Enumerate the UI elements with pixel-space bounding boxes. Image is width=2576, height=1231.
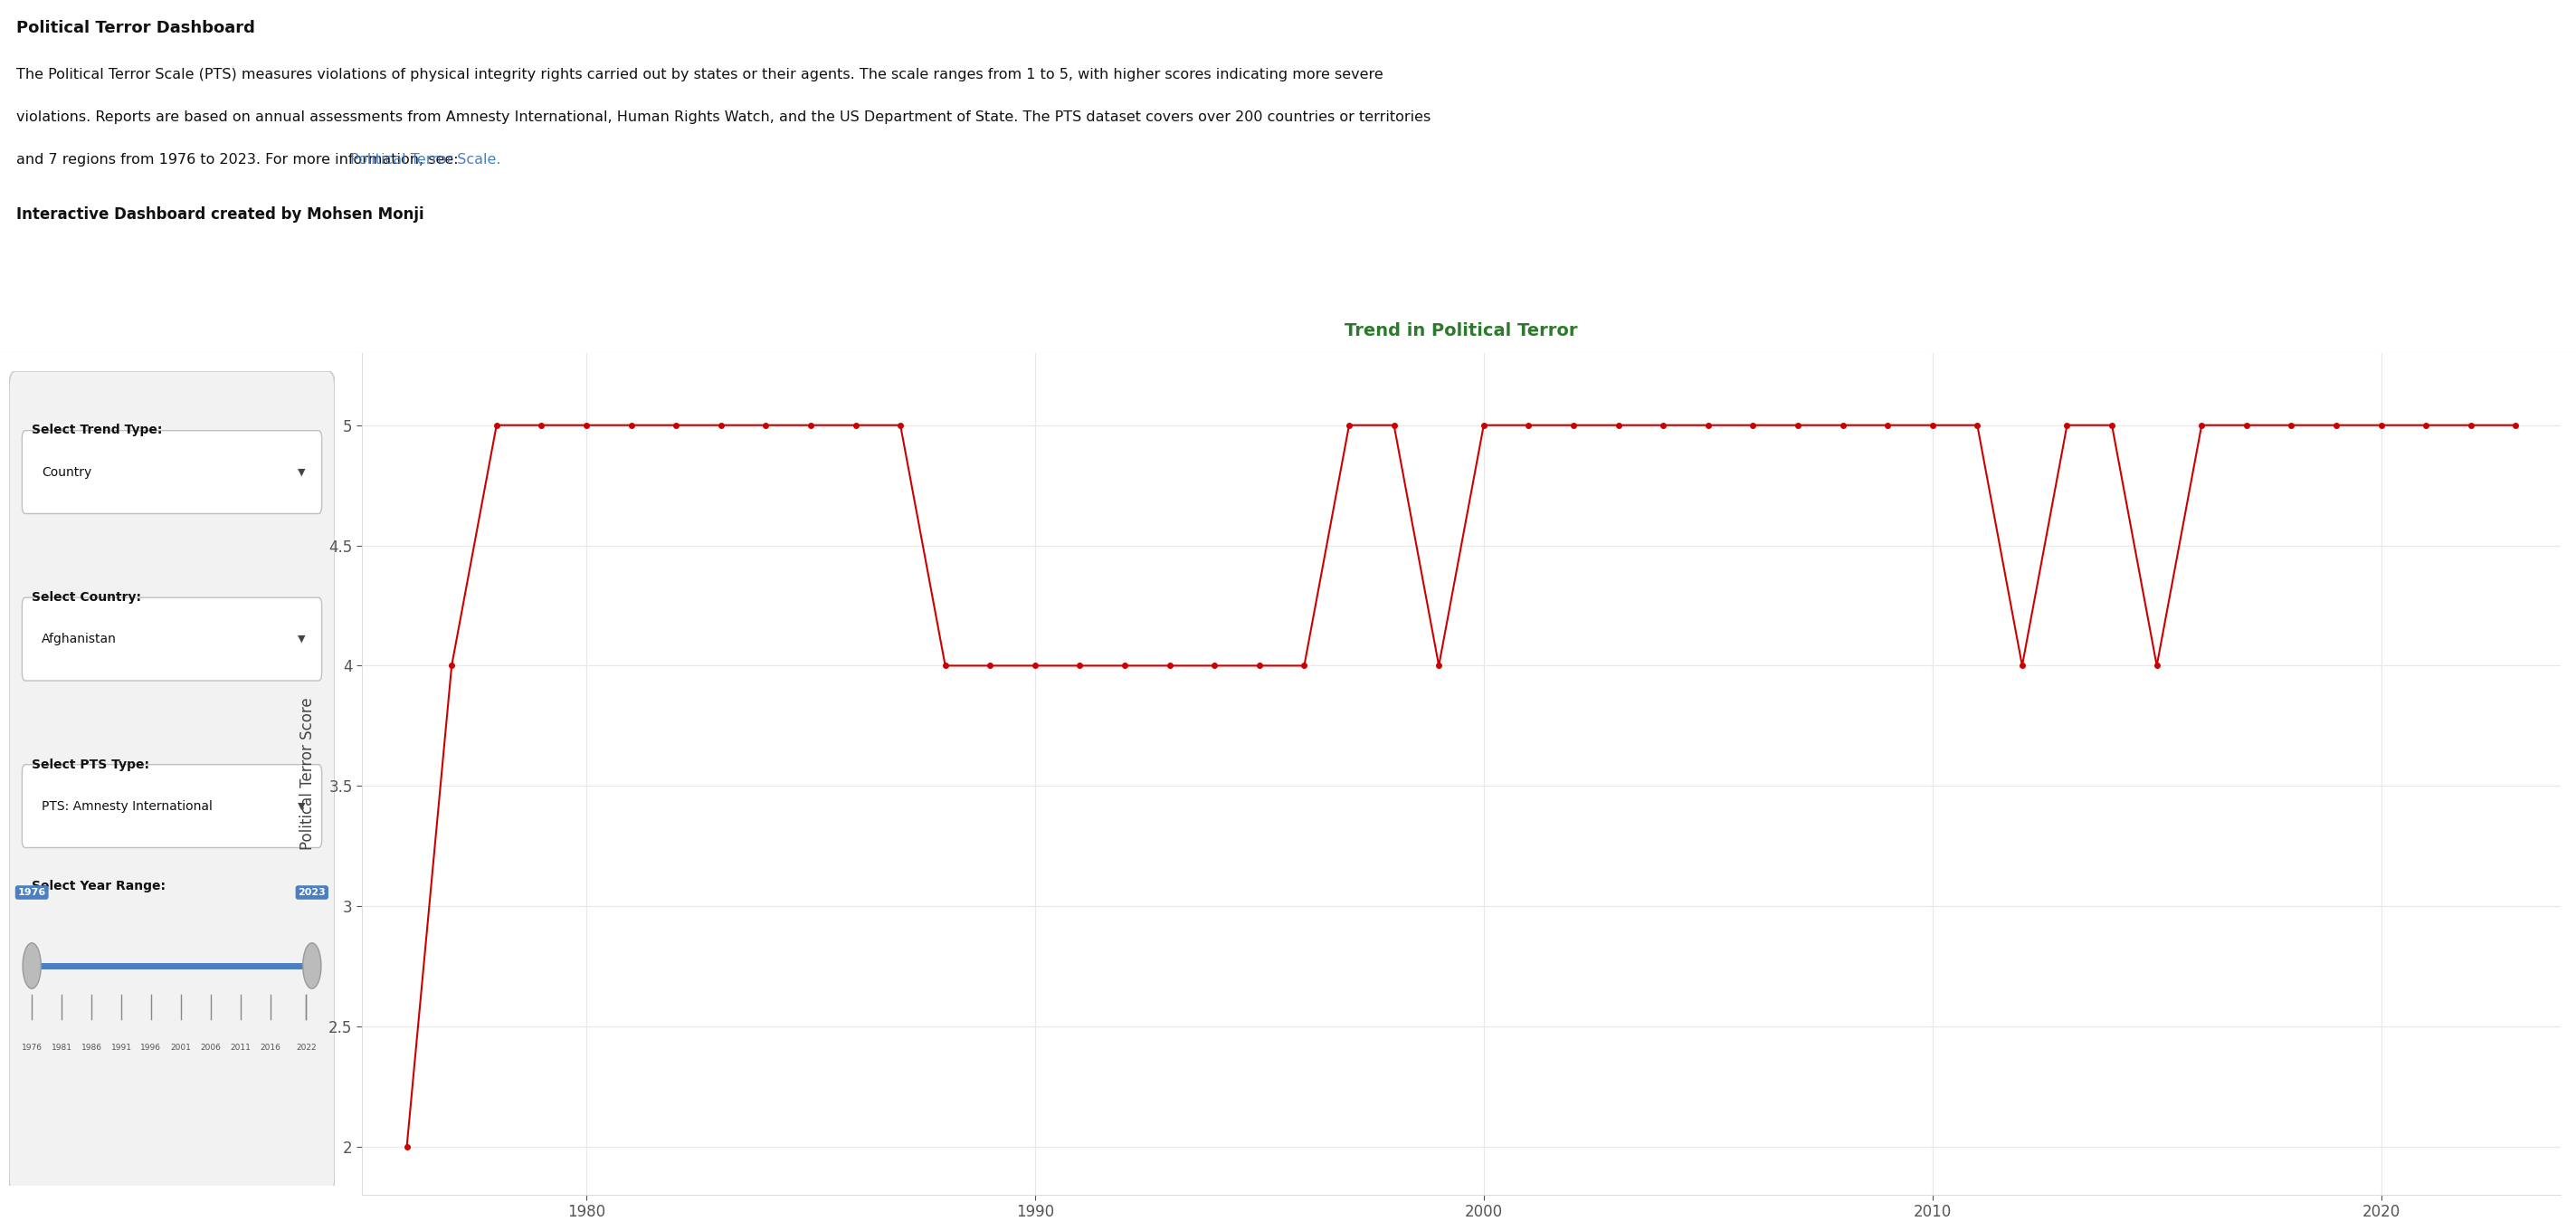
Text: 1996: 1996 — [142, 1043, 162, 1051]
FancyBboxPatch shape — [10, 371, 335, 1194]
Text: 2023: 2023 — [299, 888, 327, 897]
Text: 1986: 1986 — [80, 1043, 103, 1051]
Text: Afghanistan: Afghanistan — [41, 633, 116, 645]
Text: Select PTS Type:: Select PTS Type: — [31, 758, 149, 771]
Text: Interactive Dashboard created by Mohsen Monji: Interactive Dashboard created by Mohsen … — [15, 207, 425, 223]
Circle shape — [304, 943, 322, 988]
Text: Political Terror Scale.: Political Terror Scale. — [350, 153, 500, 166]
Text: and 7 regions from 1976 to 2023. For more information, see:: and 7 regions from 1976 to 2023. For mor… — [15, 153, 464, 166]
Text: 2016: 2016 — [260, 1043, 281, 1051]
Title: Trend in Political Terror: Trend in Political Terror — [1345, 321, 1577, 339]
Text: Select Trend Type:: Select Trend Type: — [31, 423, 162, 437]
Text: 2011: 2011 — [229, 1043, 250, 1051]
Text: 2006: 2006 — [201, 1043, 222, 1051]
Text: Country: Country — [41, 465, 93, 479]
Y-axis label: Political Terror Score: Political Terror Score — [299, 698, 317, 851]
FancyBboxPatch shape — [23, 431, 322, 513]
Text: violations. Reports are based on annual assessments from Amnesty International, : violations. Reports are based on annual … — [15, 111, 1430, 124]
Circle shape — [23, 943, 41, 988]
Text: PTS: Amnesty International: PTS: Amnesty International — [41, 800, 211, 812]
Text: 1976: 1976 — [21, 1043, 41, 1051]
Text: Select Country:: Select Country: — [31, 591, 142, 603]
Text: ▼: ▼ — [299, 635, 307, 644]
Text: Select Year Range:: Select Year Range: — [31, 880, 165, 892]
Text: ▼: ▼ — [299, 468, 307, 476]
FancyBboxPatch shape — [23, 764, 322, 848]
Text: 2022: 2022 — [296, 1043, 317, 1051]
Text: 2001: 2001 — [170, 1043, 191, 1051]
Text: 1981: 1981 — [52, 1043, 72, 1051]
Text: 1976: 1976 — [18, 888, 46, 897]
Text: The Political Terror Scale (PTS) measures violations of physical integrity right: The Political Terror Scale (PTS) measure… — [15, 68, 1383, 81]
FancyBboxPatch shape — [23, 597, 322, 681]
Text: 1991: 1991 — [111, 1043, 131, 1051]
Text: ▼: ▼ — [299, 801, 307, 811]
Text: Political Terror Dashboard: Political Terror Dashboard — [15, 20, 255, 36]
